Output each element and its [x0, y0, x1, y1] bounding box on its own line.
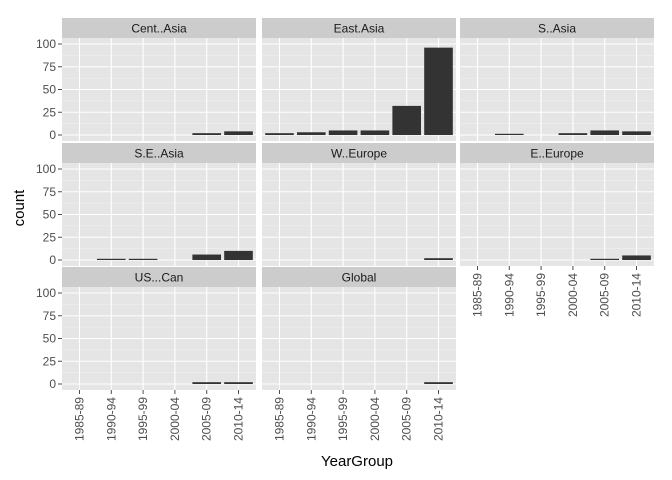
bar-cent--asia-2010-14: [224, 131, 253, 135]
facet-strip-label: S.E..Asia: [134, 147, 184, 161]
bar-cent--asia-2005-09: [192, 133, 222, 135]
x-tick-label: 2010-14: [432, 397, 446, 441]
bar-s-e--asia-2005-09: [192, 254, 222, 260]
x-tick-label: 1985-89: [272, 397, 286, 441]
bar-s-e--asia-2010-14: [224, 250, 253, 260]
facet-strip-label: W..Europe: [331, 147, 387, 161]
facet-panel-e--europe: E..Europe 1985-89 1990-94 1995-99 2000-04 200…: [460, 143, 654, 317]
facet-panel-us---can: US...Can 0 25 50 75 100 1985-89 1990-94 1995-99 2…: [36, 267, 256, 441]
facet-panel-east-asia: East.Asia: [262, 18, 456, 141]
x-tick-label: 1985-89: [470, 273, 484, 317]
bar-us---can-2010-14: [224, 382, 253, 384]
x-tick-label: 1995-99: [534, 273, 548, 317]
x-tick-label: 1990-94: [104, 397, 118, 441]
x-tick-label: 2000-04: [168, 397, 182, 441]
y-tick-label: 50: [43, 332, 57, 346]
facet-strip-label: E..Europe: [530, 147, 584, 161]
bar-east-asia-1990-94: [296, 132, 326, 135]
bar-s-e--asia-1990-94: [96, 258, 126, 260]
facet-strip: [460, 143, 654, 163]
bar-w--europe-2010-14: [424, 258, 453, 260]
bar-us---can-2005-09: [192, 382, 222, 384]
facet-strip: [62, 18, 256, 38]
x-axis-title: YearGroup: [321, 453, 393, 470]
bar-e--europe-2005-09: [590, 258, 620, 260]
bar-s--asia-2010-14: [622, 131, 651, 135]
bar-s--asia-1990-94: [494, 133, 524, 135]
y-tick-label: 25: [43, 354, 57, 368]
facet-strip: [262, 267, 456, 287]
facet-strip-label: Cent..Asia: [131, 22, 187, 36]
y-tick-label: 100: [36, 162, 56, 176]
bar-global-2010-14: [424, 382, 453, 384]
x-tick-label: 2005-09: [400, 397, 414, 441]
facet-strip: [62, 267, 256, 287]
facet-panel-cent--asia: Cent..Asia 0 25 50 75 100: [36, 18, 256, 142]
bar-east-asia-2000-04: [360, 130, 390, 135]
bar-s--asia-2000-04: [558, 133, 588, 135]
x-tick-label: 1985-89: [72, 397, 86, 441]
x-tick-label: 1995-99: [336, 397, 350, 441]
facet-panels: Cent..Asia 0 25 50 75 100 East.Asia S..Asia S.E.…: [36, 18, 654, 441]
bar-s-e--asia-1995-99: [128, 258, 158, 260]
facet-panel-s-e--asia: S.E..Asia 0 25 50 75 100: [36, 143, 256, 267]
bar-east-asia-1995-99: [328, 130, 358, 135]
facet-panel-s--asia: S..Asia: [460, 18, 654, 141]
y-tick-label: 50: [43, 208, 57, 222]
y-tick-label: 75: [43, 60, 57, 74]
facet-strip: [460, 18, 654, 38]
x-tick-label: 2000-04: [368, 397, 382, 441]
bar-east-asia-2005-09: [392, 105, 422, 135]
x-tick-label: 2010-14: [630, 273, 644, 317]
x-tick-label: 2010-14: [232, 397, 246, 441]
facet-strip-label: US...Can: [135, 271, 184, 285]
facet-panel-global: Global 1985-89 1990-94 1995-99 2000-04 2005-0…: [262, 267, 456, 441]
facet-strip-label: East.Asia: [334, 22, 385, 36]
bar-s--asia-2005-09: [590, 130, 620, 135]
y-tick-label: 0: [49, 128, 56, 142]
x-tick-label: 1995-99: [136, 397, 150, 441]
x-tick-label: 1990-94: [304, 397, 318, 441]
x-tick-label: 2005-09: [200, 397, 214, 441]
y-tick-label: 100: [36, 37, 56, 51]
y-tick-label: 100: [36, 286, 56, 300]
x-tick-label: 1990-94: [502, 273, 516, 317]
y-tick-label: 0: [49, 253, 56, 267]
y-tick-label: 0: [49, 377, 56, 391]
facet-strip: [262, 18, 456, 38]
facet-strip-label: Global: [342, 271, 377, 285]
bar-e--europe-2010-14: [622, 255, 651, 260]
facet-strip-label: S..Asia: [538, 22, 576, 36]
facet-strip: [262, 143, 456, 163]
y-tick-label: 25: [43, 105, 57, 119]
y-tick-label: 75: [43, 309, 57, 323]
facet-strip: [62, 143, 256, 163]
x-tick-label: 2000-04: [566, 273, 580, 317]
bar-east-asia-2010-14: [424, 47, 453, 135]
y-tick-label: 50: [43, 83, 57, 97]
y-axis-title: count: [11, 189, 28, 227]
x-tick-label: 2005-09: [598, 273, 612, 317]
facet-panel-w--europe: W..Europe: [262, 143, 456, 266]
y-tick-label: 25: [43, 230, 57, 244]
bar-east-asia-1985-89: [265, 133, 294, 135]
y-tick-label: 75: [43, 185, 57, 199]
